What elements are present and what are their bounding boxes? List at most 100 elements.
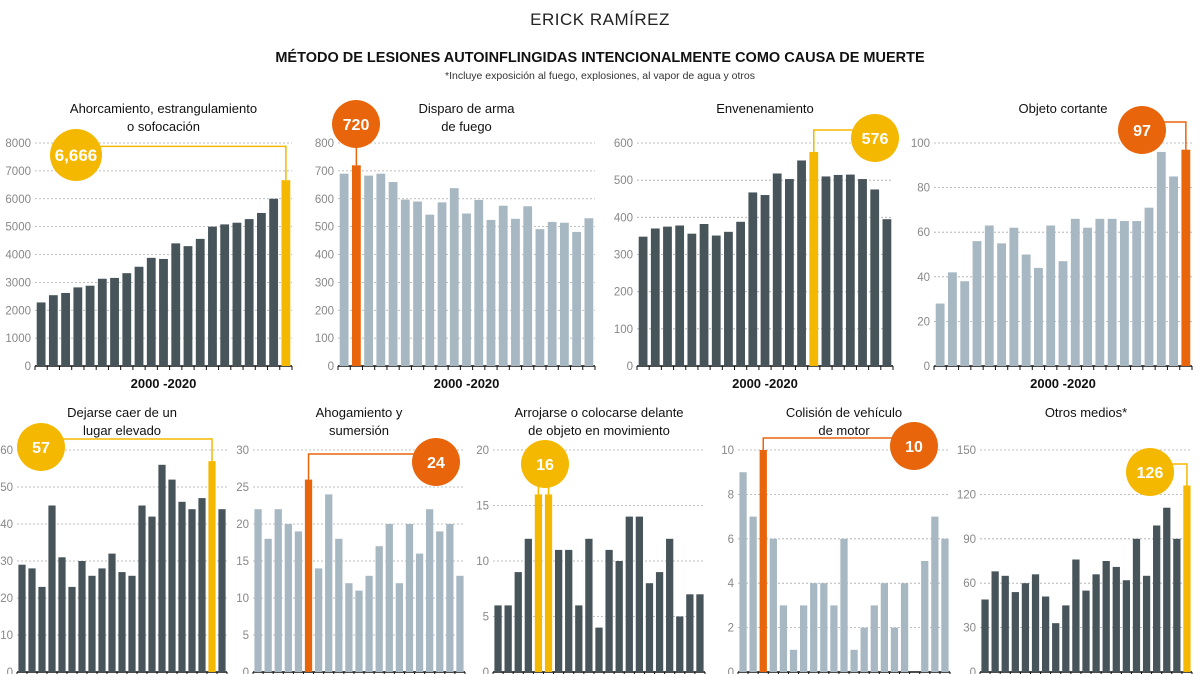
bar <box>269 198 279 366</box>
bar <box>1153 525 1161 672</box>
callout-circle <box>412 438 460 486</box>
bar <box>437 202 447 366</box>
y-tick-label: 300 <box>614 250 633 262</box>
bar <box>748 192 758 366</box>
bar <box>675 225 685 366</box>
bar <box>1092 574 1100 672</box>
chart-title-line: Objeto cortante <box>1018 101 1108 116</box>
bar <box>1083 227 1092 366</box>
y-tick-label: 0 <box>25 361 31 373</box>
callout-value: 16 <box>536 457 554 474</box>
bar <box>984 225 994 366</box>
chart-title-line: Otros medios* <box>1044 405 1128 420</box>
bar <box>118 572 126 672</box>
bar <box>997 243 1006 366</box>
bar <box>511 218 520 366</box>
bar <box>220 224 230 366</box>
chart-title-line: sumersión <box>329 423 389 438</box>
x-axis-label: 2000 -2020 <box>732 376 798 391</box>
chart-title: Envenenamiento <box>635 100 895 118</box>
bar <box>168 479 176 672</box>
bar <box>1011 592 1019 672</box>
y-tick-label: 0 <box>924 361 930 373</box>
y-tick-label: 15 <box>476 501 489 513</box>
bar <box>395 583 404 672</box>
bar <box>1001 575 1009 672</box>
bar <box>655 572 664 672</box>
bar <box>28 568 36 672</box>
callout-circle <box>50 129 102 181</box>
bar <box>61 292 71 366</box>
bar <box>858 179 867 366</box>
x-axis-label: 2000 -2020 <box>434 376 500 391</box>
bar <box>36 302 46 366</box>
chart-title-line: de fuego <box>441 119 492 134</box>
callout-circle <box>332 100 380 148</box>
bar <box>960 281 970 366</box>
bar <box>524 538 532 672</box>
bar <box>376 173 386 366</box>
bar <box>1070 218 1080 366</box>
bar <box>385 524 393 672</box>
y-tick-label: 600 <box>315 194 334 206</box>
bar <box>1062 605 1070 672</box>
bar <box>769 538 777 672</box>
chart-title-line: de objeto en movimiento <box>528 423 670 438</box>
bar <box>585 538 593 672</box>
callout-connector <box>41 438 213 462</box>
bar <box>314 568 323 672</box>
bar <box>274 509 282 672</box>
bar <box>1021 583 1030 672</box>
y-tick-label: 80 <box>917 183 930 195</box>
bar <box>711 235 721 366</box>
bar <box>436 531 444 672</box>
bar <box>931 516 939 672</box>
y-tick-label: 5 <box>483 612 489 624</box>
y-tick-label: 8000 <box>5 138 31 150</box>
highlighted-bar <box>351 165 361 366</box>
y-tick-label: 8 <box>728 489 734 501</box>
bar <box>575 605 583 672</box>
bar <box>1122 580 1131 672</box>
highlighted-bar <box>809 151 819 366</box>
y-tick-label: 20 <box>236 519 249 531</box>
bar <box>284 524 292 672</box>
y-tick-label: 300 <box>315 277 334 289</box>
bar <box>699 224 709 366</box>
y-tick-label: 10 <box>721 445 734 457</box>
y-tick-label: 0 <box>7 667 13 674</box>
bar <box>425 214 435 366</box>
bar <box>1156 151 1166 366</box>
bar <box>198 498 206 672</box>
bar <box>138 505 146 672</box>
y-tick-label: 0 <box>970 667 976 674</box>
bar <box>254 509 262 672</box>
bar <box>650 228 660 366</box>
bar <box>850 649 858 672</box>
bar <box>645 583 654 672</box>
bar <box>232 222 242 366</box>
bar <box>941 538 949 672</box>
callout-connector <box>307 453 436 480</box>
bar <box>572 231 582 366</box>
chart-title-line: Colisión de vehículo <box>785 405 903 420</box>
bar <box>1142 575 1151 672</box>
bar <box>1058 261 1068 366</box>
highlighted-bar <box>544 494 553 672</box>
bar <box>1041 596 1050 672</box>
bar <box>830 605 838 672</box>
bar <box>972 241 982 366</box>
chart-title-line: Dejarse caer de un <box>67 405 177 420</box>
bar <box>449 188 459 366</box>
bar <box>1132 221 1142 366</box>
subtitle: *Incluye exposición al fuego, explosione… <box>445 70 755 82</box>
bar <box>98 568 106 672</box>
bar <box>294 531 303 672</box>
y-tick-label: 800 <box>315 138 334 150</box>
bar <box>625 516 633 672</box>
bar <box>870 605 878 672</box>
y-tick-label: 6000 <box>5 194 31 206</box>
bar <box>171 243 181 366</box>
bar <box>554 549 563 672</box>
